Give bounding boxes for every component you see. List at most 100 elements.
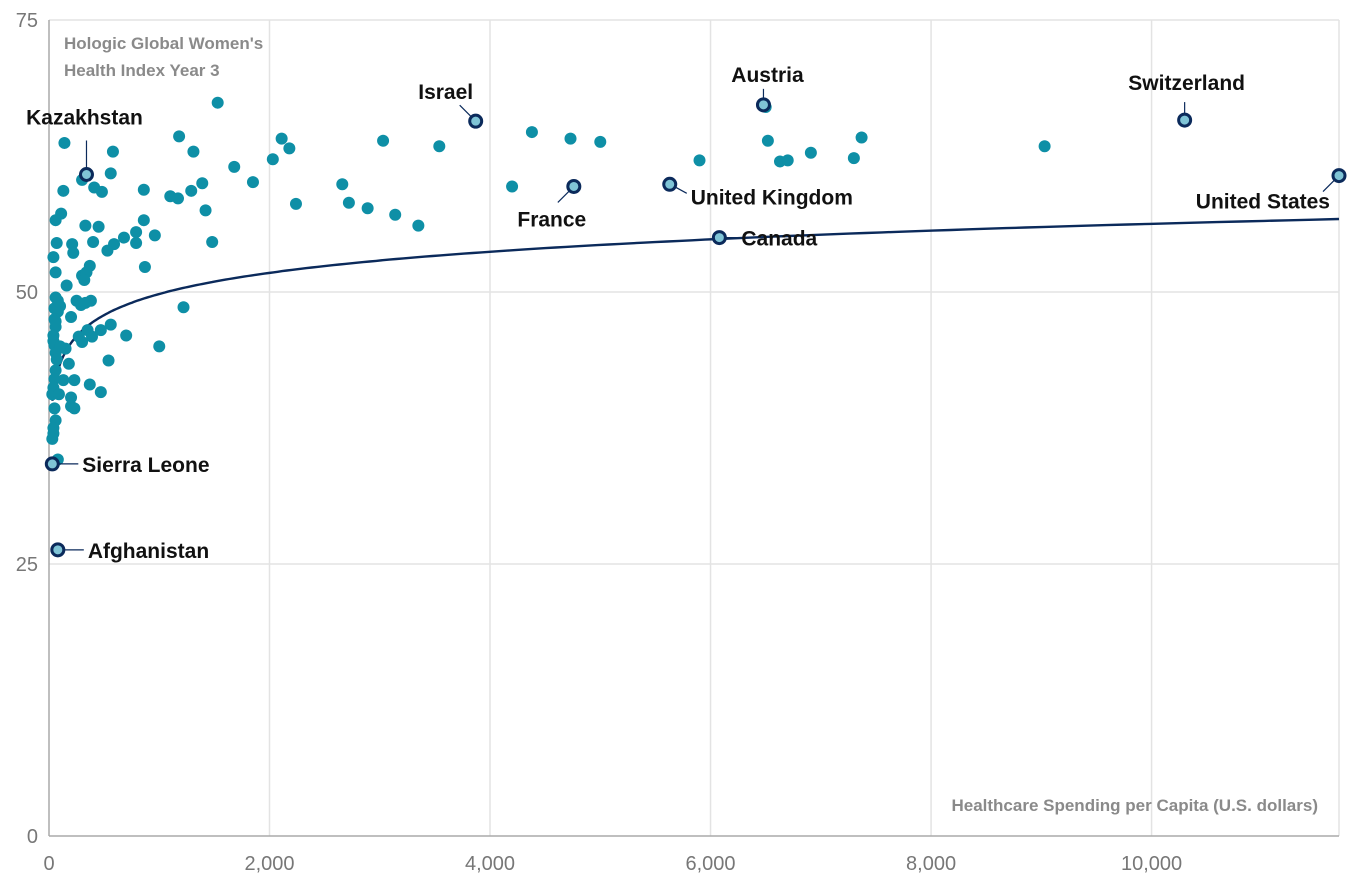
data-point xyxy=(104,167,117,180)
data-point xyxy=(68,402,81,415)
data-point xyxy=(81,324,94,337)
data-point xyxy=(185,184,198,197)
chart-title: Hologic Global Women's Health Index Year… xyxy=(64,34,263,80)
data-point xyxy=(104,318,117,331)
data-point xyxy=(525,126,538,139)
data-point xyxy=(50,237,63,250)
data-point xyxy=(1038,140,1051,153)
data-point xyxy=(847,152,860,165)
data-point xyxy=(65,391,78,404)
country-label-united-states: United States xyxy=(1196,191,1330,214)
highlight-point-kazakhstan xyxy=(78,166,94,182)
data-point xyxy=(62,357,75,370)
data-point xyxy=(78,274,91,287)
data-point xyxy=(130,226,143,239)
data-point xyxy=(57,184,70,197)
data-point xyxy=(266,153,279,166)
y-tick-label: 25 xyxy=(16,554,38,576)
highlight-point-france xyxy=(566,178,582,194)
country-label-united-kingdom: United Kingdom xyxy=(691,186,853,209)
chart-title-line-1: Hologic Global Women's xyxy=(64,34,263,53)
data-point xyxy=(336,178,349,191)
y-tick-label: 0 xyxy=(27,826,38,848)
data-point xyxy=(52,388,65,401)
data-point xyxy=(57,374,70,387)
data-point xyxy=(275,132,288,145)
data-point xyxy=(172,192,184,205)
data-point xyxy=(173,130,186,143)
data-point xyxy=(137,214,150,227)
highlight-point-united-states xyxy=(1331,168,1347,184)
data-point xyxy=(48,402,61,415)
data-point xyxy=(246,176,259,189)
data-point xyxy=(196,177,209,190)
highlight-point-sierra-leone xyxy=(44,456,60,472)
data-points xyxy=(46,96,1051,466)
data-point xyxy=(228,160,241,173)
data-point xyxy=(187,145,200,158)
data-point xyxy=(564,132,577,145)
grid-layer xyxy=(49,19,1340,836)
data-point xyxy=(594,135,607,148)
data-point xyxy=(65,311,78,324)
country-label-sierra-leone: Sierra Leone xyxy=(82,454,209,477)
data-point xyxy=(377,134,390,147)
data-point xyxy=(92,220,105,233)
highlight-point-israel xyxy=(468,113,484,129)
y-tick-label: 75 xyxy=(16,10,38,32)
data-point xyxy=(342,196,355,209)
data-point xyxy=(67,246,80,259)
data-point xyxy=(177,301,190,314)
data-point xyxy=(855,131,868,144)
highlight-point-canada xyxy=(711,230,727,246)
country-label-canada: Canada xyxy=(741,228,817,251)
data-point xyxy=(83,378,96,391)
data-point xyxy=(72,330,85,343)
data-point xyxy=(289,197,302,210)
data-point xyxy=(693,154,706,167)
data-point xyxy=(211,96,224,109)
data-point xyxy=(101,244,114,257)
data-point xyxy=(94,386,107,399)
highlight-point-afghanistan xyxy=(50,542,66,558)
x-tick-label: 10,000 xyxy=(1121,853,1182,875)
data-point xyxy=(433,140,446,153)
data-point xyxy=(148,229,161,242)
data-point xyxy=(412,219,425,232)
x-axis-title: Healthcare Spending per Capita (U.S. dol… xyxy=(951,796,1318,815)
data-point xyxy=(51,294,64,307)
data-point xyxy=(506,180,519,193)
data-point xyxy=(79,296,92,309)
y-tick-label: 50 xyxy=(16,282,38,304)
data-point xyxy=(54,340,67,353)
data-point xyxy=(50,353,63,366)
country-label-afghanistan: Afghanistan xyxy=(88,540,209,563)
country-label-israel: Israel xyxy=(418,81,473,104)
data-point xyxy=(46,432,59,445)
data-point xyxy=(87,235,100,248)
leader-line-united-states xyxy=(1322,180,1335,193)
data-point xyxy=(60,279,73,292)
x-tick-label: 0 xyxy=(43,853,54,875)
data-point xyxy=(389,208,402,221)
data-point xyxy=(138,260,151,273)
country-label-austria: Austria xyxy=(731,64,804,87)
data-point xyxy=(137,183,150,196)
data-point xyxy=(79,219,92,232)
country-label-kazakhstan: Kazakhstan xyxy=(26,106,143,129)
data-point xyxy=(199,204,212,217)
data-point xyxy=(49,315,62,328)
data-point xyxy=(49,214,62,227)
data-point xyxy=(88,181,101,194)
data-point xyxy=(68,374,81,387)
x-tick-label: 6,000 xyxy=(686,853,736,875)
data-point xyxy=(117,231,130,244)
x-tick-label: 4,000 xyxy=(465,853,515,875)
data-point xyxy=(47,251,60,264)
highlight-point-switzerland xyxy=(1177,112,1193,128)
data-point xyxy=(106,145,119,158)
chart-title-line-2: Health Index Year 3 xyxy=(64,61,220,80)
data-point xyxy=(804,146,817,159)
data-point xyxy=(120,329,133,342)
data-point xyxy=(361,202,374,215)
